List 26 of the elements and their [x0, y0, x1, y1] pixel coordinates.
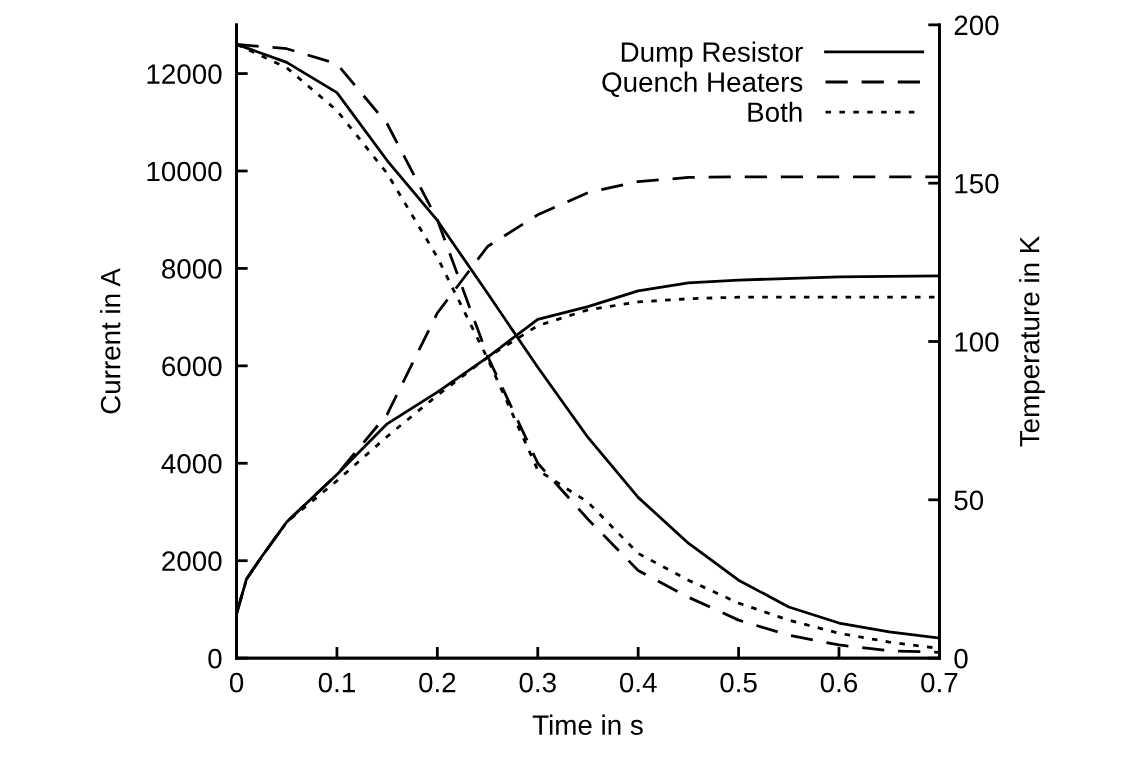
y2-tick-label: 150 — [955, 173, 999, 194]
y-tick-label: 6000 — [162, 356, 222, 377]
y-tick-label: 2000 — [162, 551, 222, 572]
y-axis-title: Current in A — [100, 268, 121, 414]
y2-tick-label: 200 — [954, 15, 999, 36]
y2-axis-title: Temperature in K — [1019, 236, 1045, 447]
y-tick-label: 8000 — [162, 259, 222, 279]
x-tick-label: 0 — [229, 672, 244, 693]
legend-label: Dump Resistor — [621, 41, 803, 68]
y2-tick-label: 0 — [954, 648, 968, 669]
x-tick-label: 0.2 — [419, 672, 456, 693]
y2-tick-label: 50 — [954, 490, 984, 511]
x-tick-label: 0.4 — [619, 672, 657, 693]
y-tick-label: 0 — [208, 648, 222, 669]
x-tick-label: 0.3 — [519, 672, 556, 693]
x-tick-label: 0.5 — [720, 672, 757, 693]
legend-label: Quench Heaters — [602, 71, 803, 97]
y-tick-label: 12000 — [147, 64, 222, 84]
y-tick-label: 10000 — [147, 161, 222, 182]
y2-tick-label: 100 — [955, 332, 999, 352]
legend-label: Both — [748, 101, 802, 123]
x-tick-label: 0.7 — [921, 672, 958, 693]
x-axis-title: Time in s — [532, 714, 643, 735]
y-tick-label: 4000 — [161, 453, 222, 474]
x-tick-label: 0.1 — [318, 672, 355, 693]
x-tick-label: 0.6 — [820, 672, 858, 693]
